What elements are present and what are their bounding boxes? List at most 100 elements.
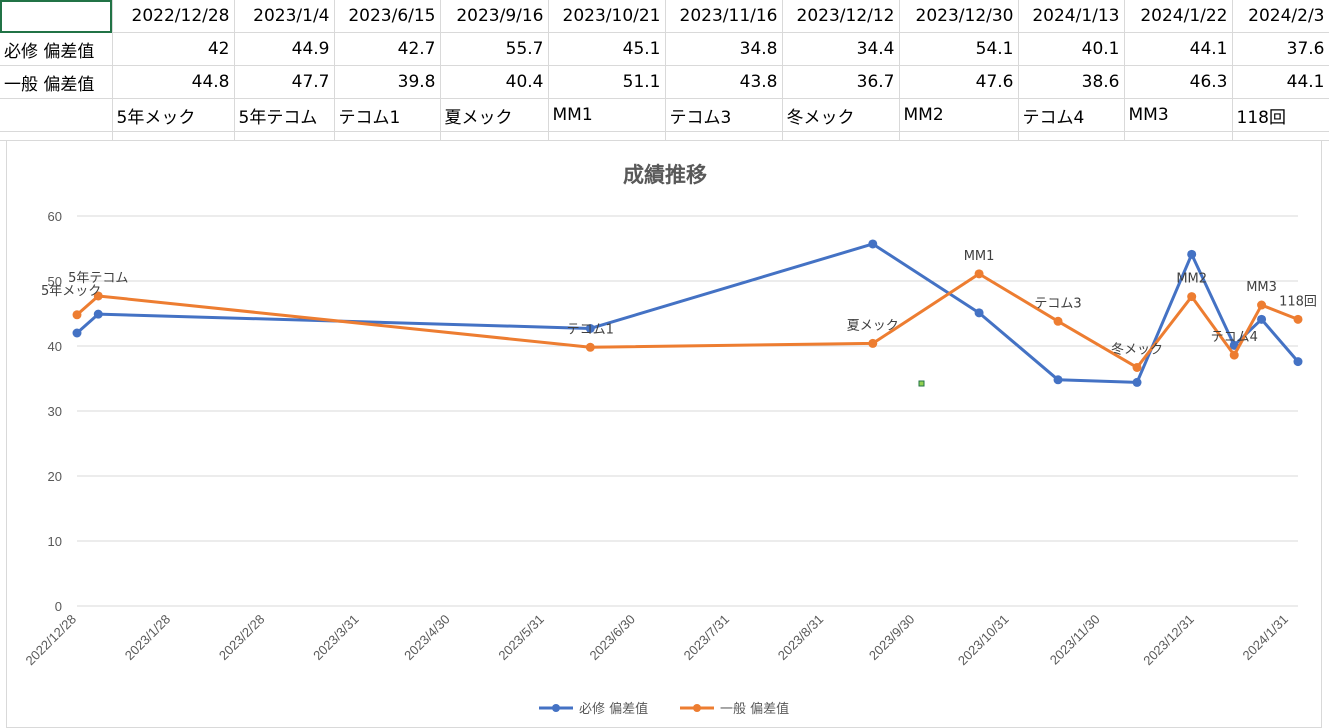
x-tick-label: 2023/1/28: [122, 612, 174, 664]
cell[interactable]: MM1: [548, 98, 666, 132]
cell[interactable]: 47.6: [899, 65, 1019, 99]
cell[interactable]: 44.8: [112, 65, 235, 99]
data-point[interactable]: [1053, 375, 1063, 385]
cell[interactable]: 40.1: [1018, 32, 1125, 66]
cell[interactable]: 51.1: [548, 65, 666, 99]
cell[interactable]: 冬メック: [782, 98, 900, 132]
cell[interactable]: 44.1: [1124, 32, 1233, 66]
selection-handle[interactable]: [918, 380, 925, 387]
data-point[interactable]: [72, 328, 82, 338]
data-label: 5年メック: [41, 284, 101, 299]
cell[interactable]: 2023/12/12: [782, 0, 900, 33]
data-point[interactable]: [585, 342, 595, 352]
line-chart: 0 10 20 30 40 50 60 2022/12/28 2023/1/28 2023/2/…: [22, 163, 1316, 717]
cell[interactable]: 一般 偏差值: [0, 65, 113, 99]
cell[interactable]: 2022/12/28: [112, 0, 235, 33]
data-point[interactable]: [974, 269, 984, 279]
cell[interactable]: 2023/1/4: [234, 0, 335, 33]
cell[interactable]: [0, 0, 113, 33]
data-point[interactable]: [1293, 314, 1303, 324]
ippan-row: 一般 偏差值 44.8 47.7 39.8 40.4 51.1 43.8 36.7 47.6 38…: [0, 65, 1329, 99]
data-point[interactable]: [868, 338, 878, 348]
cell[interactable]: 2024/2/3: [1232, 0, 1329, 33]
data-point[interactable]: [1132, 377, 1142, 387]
cell[interactable]: MM3: [1124, 98, 1233, 132]
legend-marker: [693, 704, 701, 712]
cell[interactable]: 34.4: [782, 32, 900, 66]
cell[interactable]: 5年メック: [112, 98, 235, 132]
x-tick-label: 2023/12/31: [1140, 612, 1197, 669]
data-label: 冬メック: [1111, 341, 1163, 357]
cell[interactable]: 46.3: [1124, 65, 1233, 99]
y-tick-label: 20: [48, 469, 62, 484]
cell[interactable]: 42: [112, 32, 235, 66]
cell[interactable]: 2023/11/16: [665, 0, 783, 33]
data-point[interactable]: [868, 239, 878, 249]
x-tick-label: 2023/9/30: [866, 612, 918, 664]
cell[interactable]: 39.8: [334, 65, 441, 99]
data-label: MM1: [964, 249, 995, 264]
data-point[interactable]: [1257, 300, 1267, 310]
data-point[interactable]: [1229, 350, 1239, 360]
cell[interactable]: 44.9: [234, 32, 335, 66]
x-tick-label: 2023/5/31: [495, 612, 547, 664]
cell[interactable]: 2024/1/13: [1018, 0, 1125, 33]
cell[interactable]: 36.7: [782, 65, 900, 99]
x-tick-label: 2022/12/28: [22, 612, 79, 669]
y-tick-label: 10: [48, 534, 62, 549]
cell[interactable]: 42.7: [334, 32, 441, 66]
data-point[interactable]: [1257, 314, 1267, 324]
cell[interactable]: MM2: [899, 98, 1019, 132]
data-point[interactable]: [72, 310, 82, 320]
cell[interactable]: 夏メック: [440, 98, 549, 132]
data-point[interactable]: [974, 308, 984, 318]
cell[interactable]: [0, 98, 113, 132]
chart-area[interactable]: 0 10 20 30 40 50 60 2022/12/28 2023/1/28 2023/2/…: [6, 140, 1322, 728]
legend-label[interactable]: 一般 偏差值: [720, 701, 789, 717]
data-point[interactable]: [585, 323, 595, 333]
data-point[interactable]: [1053, 316, 1063, 326]
data-label: 5年テコム: [68, 271, 128, 286]
hisshu-row: 必修 偏差值 42 44.9 42.7 55.7 45.1 34.8 34.4 54.1 40.1…: [0, 32, 1329, 66]
cell[interactable]: 34.8: [665, 32, 783, 66]
legend-label[interactable]: 必修 偏差值: [579, 701, 648, 717]
cell[interactable]: 43.8: [665, 65, 783, 99]
cell[interactable]: 2023/12/30: [899, 0, 1019, 33]
data-label: テコム3: [1034, 296, 1081, 311]
data-point[interactable]: [1187, 249, 1197, 259]
cell[interactable]: 44.1: [1232, 65, 1329, 99]
legend-marker: [552, 704, 560, 712]
x-tick-label: 2024/1/31: [1240, 612, 1292, 664]
x-tick-label: 2023/2/28: [216, 612, 268, 664]
cell[interactable]: 54.1: [899, 32, 1019, 66]
cell[interactable]: 5年テコム: [234, 98, 335, 132]
cell[interactable]: 45.1: [548, 32, 666, 66]
x-tick-label: 2023/6/30: [586, 612, 638, 664]
cell[interactable]: 2024/1/22: [1124, 0, 1233, 33]
cell[interactable]: 2023/10/21: [548, 0, 666, 33]
data-point[interactable]: [1229, 340, 1239, 350]
cell[interactable]: 118回: [1232, 98, 1329, 132]
data-label: MM3: [1246, 280, 1277, 295]
data-point[interactable]: [1132, 362, 1142, 372]
legend[interactable]: 必修 偏差值 一般 偏差值: [539, 701, 789, 717]
cell[interactable]: 2023/9/16: [440, 0, 549, 33]
cell[interactable]: 37.6: [1232, 32, 1329, 66]
data-point[interactable]: [93, 309, 103, 319]
cell[interactable]: テコム3: [665, 98, 783, 132]
x-axis-ticks: 2022/12/28 2023/1/28 2023/2/28 2023/3/31 202…: [22, 612, 1291, 669]
cell[interactable]: テコム1: [334, 98, 441, 132]
cell[interactable]: 55.7: [440, 32, 549, 66]
cell[interactable]: テコム4: [1018, 98, 1125, 132]
cell[interactable]: 47.7: [234, 65, 335, 99]
y-tick-label: 40: [48, 339, 62, 354]
cell[interactable]: 40.4: [440, 65, 549, 99]
cell[interactable]: 38.6: [1018, 65, 1125, 99]
data-point[interactable]: [1293, 357, 1303, 367]
spreadsheet-grid: 2022/12/28 2023/1/4 2023/6/15 2023/9/16 2023…: [0, 0, 1329, 141]
y-tick-label: 0: [55, 599, 62, 614]
cell[interactable]: 2023/6/15: [334, 0, 441, 33]
cell[interactable]: 必修 偏差值: [0, 32, 113, 66]
data-point[interactable]: [93, 291, 103, 301]
data-point[interactable]: [1187, 292, 1197, 302]
